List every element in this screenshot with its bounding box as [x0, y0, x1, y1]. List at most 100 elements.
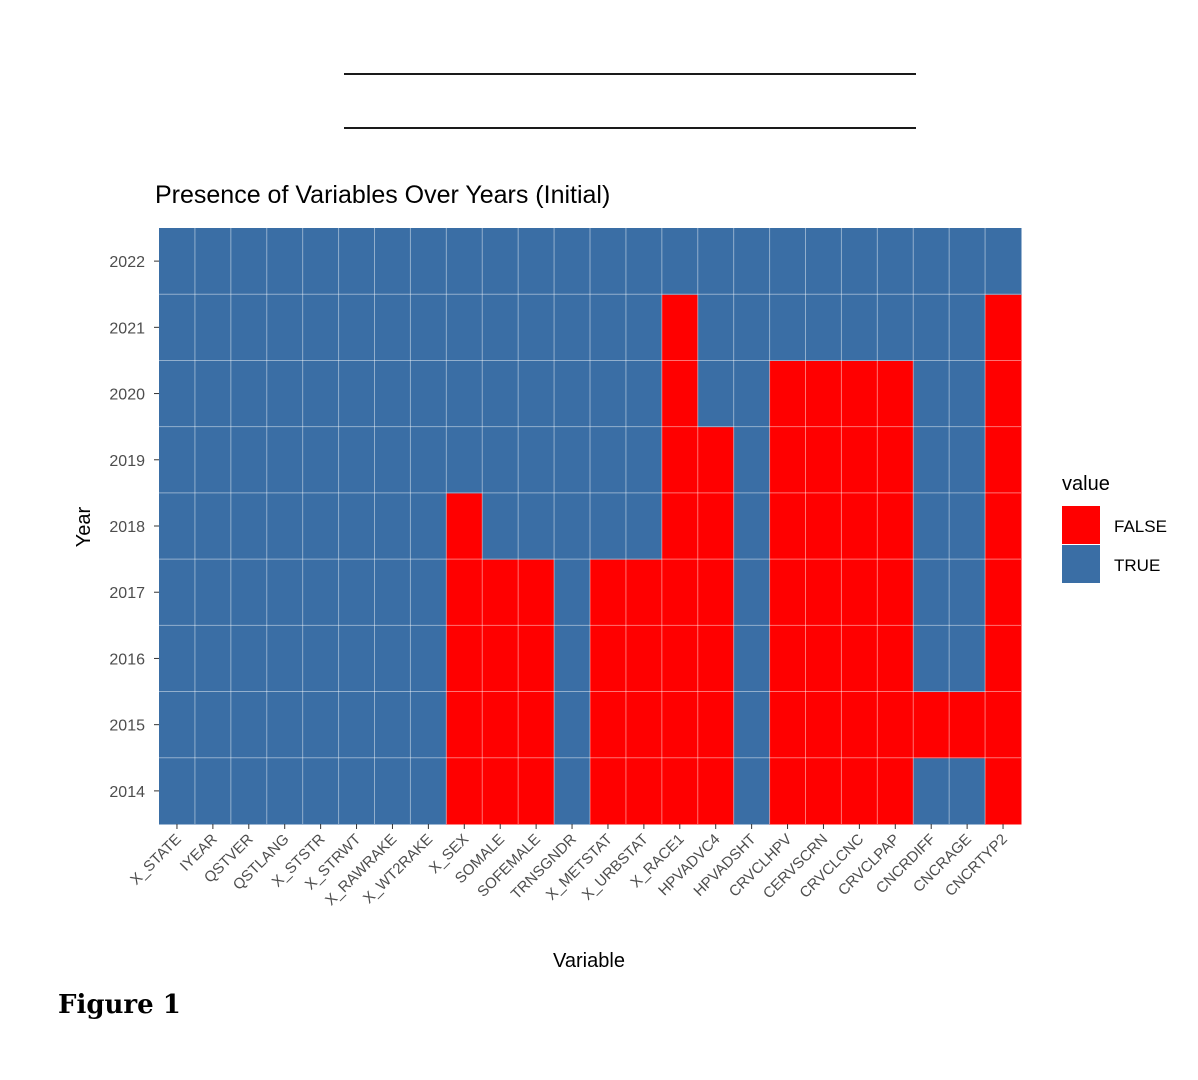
heatmap-cell-CNCRAGE-2018 — [949, 492, 986, 560]
figure-caption: Figure 1 — [58, 990, 181, 1020]
heatmap-cell-CRVCLPAP-2020 — [877, 360, 914, 428]
heatmap-cell-CNCRDIFF-2016 — [913, 625, 950, 693]
heatmap-cell-X_RAWRAKE-2019 — [374, 426, 411, 494]
heatmap-cell-IYEAR-2019 — [194, 426, 232, 494]
heatmap-cell-CRVCLHPV-2014 — [769, 757, 806, 825]
heatmap-cell-X_SEX-2022 — [446, 228, 483, 295]
heatmap-cell-HPVADSHT-2020 — [733, 360, 771, 428]
heatmap-cell-CRVCLHPV-2021 — [769, 294, 806, 361]
heatmap-cell-X_URBSTAT-2017 — [625, 559, 663, 626]
heatmap-cell-CNCRTYP2-2014 — [985, 757, 1022, 825]
heatmap-cell-X_RAWRAKE-2022 — [374, 228, 411, 295]
heatmap-cell-QSTVER-2022 — [230, 228, 268, 295]
heatmap-cell-CRVCLCNC-2015 — [841, 691, 878, 759]
heatmap-cell-QSTVER-2014 — [230, 757, 268, 825]
y-tick-label: 2014 — [109, 784, 145, 801]
heatmap-cell-X_SEX-2019 — [446, 426, 483, 494]
y-tick-label: 2016 — [109, 651, 145, 668]
top-rule — [344, 73, 916, 75]
heatmap-cell-CNCRTYP2-2018 — [985, 492, 1022, 560]
heatmap-cell-X_WT2RAKE-2015 — [410, 691, 447, 759]
heatmap-cell-CRVCLCNC-2022 — [841, 228, 878, 295]
heatmap-cell-X_SEX-2017 — [446, 559, 483, 626]
heatmap-cell-TRNSGNDR-2017 — [554, 559, 591, 626]
heatmap-cell-X_SEX-2021 — [446, 294, 483, 361]
heatmap-cell-X_URBSTAT-2021 — [625, 294, 663, 361]
heatmap-cell-X_STATE-2015 — [159, 691, 196, 759]
x-tick-labels: X_STATEIYEARQSTVERQSTLANGX_STSTRX_STRWTX… — [127, 824, 1011, 909]
heatmap-cell-CRVCLHPV-2019 — [769, 426, 806, 494]
heatmap-cell-X_WT2RAKE-2019 — [410, 426, 447, 494]
heatmap-cell-X_METSTAT-2021 — [590, 294, 627, 361]
heatmap-cell-X_RAWRAKE-2018 — [374, 492, 411, 560]
heatmap-cell-X_STRWT-2018 — [338, 492, 375, 560]
heatmap-cell-SOMALE-2022 — [482, 228, 519, 295]
heatmap-cell-X_RACE1-2016 — [661, 625, 699, 693]
heatmap-cell-X_STATE-2017 — [159, 559, 196, 626]
heatmap-cell-X_STATE-2014 — [159, 757, 196, 825]
heatmap-cell-X_STSTR-2018 — [302, 492, 340, 560]
heatmap-cell-X_RAWRAKE-2017 — [374, 559, 411, 626]
heatmap-cell-X_STRWT-2015 — [338, 691, 375, 759]
heatmap-cell-IYEAR-2016 — [194, 625, 232, 693]
heatmap-cell-HPVADSHT-2016 — [733, 625, 771, 693]
heatmap-cell-X_SEX-2014 — [446, 757, 483, 825]
heatmap-cell-SOMALE-2016 — [482, 625, 519, 693]
heatmap-cell-CNCRDIFF-2014 — [913, 757, 950, 825]
heatmap-cells — [159, 228, 1022, 825]
heatmap-cell-CNCRDIFF-2022 — [913, 228, 950, 295]
heatmap-cell-CERVSCRN-2018 — [805, 492, 842, 560]
y-tick-label: 2017 — [109, 585, 145, 602]
heatmap-cell-X_WT2RAKE-2018 — [410, 492, 447, 560]
heatmap-cell-X_STRWT-2019 — [338, 426, 375, 494]
heatmap-cell-HPVADSHT-2022 — [733, 228, 771, 295]
heatmap-cell-X_STATE-2019 — [159, 426, 196, 494]
heatmap-cell-X_STRWT-2016 — [338, 625, 375, 693]
heatmap-cell-X_STATE-2021 — [159, 294, 196, 361]
heatmap-cell-CERVSCRN-2017 — [805, 559, 842, 626]
heatmap-cell-TRNSGNDR-2020 — [554, 360, 591, 428]
heatmap-cell-X_WT2RAKE-2016 — [410, 625, 447, 693]
heatmap-cell-X_URBSTAT-2015 — [625, 691, 663, 759]
heatmap-cell-QSTLANG-2022 — [266, 228, 304, 295]
heatmap-cell-SOFEMALE-2016 — [518, 625, 555, 693]
heatmap-cell-CRVCLCNC-2018 — [841, 492, 878, 560]
y-tick-label: 2022 — [109, 254, 145, 271]
heatmap-cell-HPVADSHT-2021 — [733, 294, 771, 361]
heatmap-cell-CRVCLPAP-2014 — [877, 757, 914, 825]
heatmap-cell-CRVCLCNC-2016 — [841, 625, 878, 693]
heatmap-cell-SOMALE-2020 — [482, 360, 519, 428]
heatmap-cell-SOFEMALE-2017 — [518, 559, 555, 626]
heatmap-cell-X_URBSTAT-2022 — [625, 228, 663, 295]
heatmap-cell-HPVADVC4-2018 — [697, 492, 735, 560]
heatmap-cell-CERVSCRN-2015 — [805, 691, 842, 759]
heatmap-cell-CRVCLHPV-2022 — [769, 228, 806, 295]
heatmap-cell-X_STSTR-2019 — [302, 426, 340, 494]
heatmap-cell-QSTVER-2016 — [230, 625, 268, 693]
heatmap-cell-X_STRWT-2017 — [338, 559, 375, 626]
heatmap-cell-X_RACE1-2018 — [661, 492, 699, 560]
heatmap-cell-X_STSTR-2014 — [302, 757, 340, 825]
heatmap-cell-QSTLANG-2020 — [266, 360, 304, 428]
heatmap-cell-SOMALE-2014 — [482, 757, 519, 825]
heatmap-cell-X_RAWRAKE-2015 — [374, 691, 411, 759]
heatmap-cell-SOMALE-2015 — [482, 691, 519, 759]
heatmap-cell-QSTVER-2017 — [230, 559, 268, 626]
heatmap-cell-QSTLANG-2017 — [266, 559, 304, 626]
heatmap-cell-TRNSGNDR-2022 — [554, 228, 591, 295]
heatmap-cell-SOFEMALE-2020 — [518, 360, 555, 428]
heatmap-cell-CRVCLCNC-2020 — [841, 360, 878, 428]
heatmap-cell-X_URBSTAT-2019 — [625, 426, 663, 494]
heatmap-cell-CNCRAGE-2020 — [949, 360, 986, 428]
heatmap-cell-CNCRDIFF-2018 — [913, 492, 950, 560]
legend-label-true: TRUE — [1114, 556, 1160, 575]
heatmap-cell-CERVSCRN-2014 — [805, 757, 842, 825]
heatmap-cell-X_STSTR-2015 — [302, 691, 340, 759]
legend-title: value — [1062, 473, 1110, 495]
heatmap-cell-X_METSTAT-2016 — [590, 625, 627, 693]
heatmap-cell-CERVSCRN-2020 — [805, 360, 842, 428]
heatmap-cell-X_SEX-2018 — [446, 492, 483, 560]
heatmap-cell-X_SEX-2016 — [446, 625, 483, 693]
heatmap-cell-X_METSTAT-2022 — [590, 228, 627, 295]
heatmap-cell-CNCRTYP2-2021 — [985, 294, 1022, 361]
